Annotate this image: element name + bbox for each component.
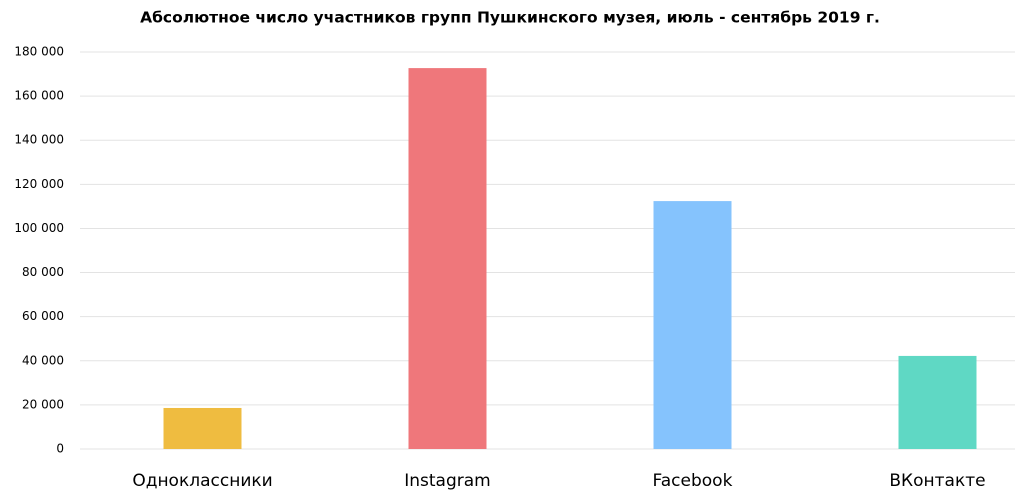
x-tick-label: ВКонтакте	[889, 471, 985, 491]
bar	[898, 355, 977, 449]
y-tick-label: 20 000	[22, 397, 64, 411]
y-tick-label: 40 000	[22, 353, 64, 367]
bar	[653, 201, 732, 449]
x-tick-label: Facebook	[653, 471, 733, 491]
y-tick-label: 160 000	[14, 89, 64, 103]
bar	[408, 68, 487, 449]
y-tick-label: 120 000	[14, 177, 64, 191]
y-tick-label: 180 000	[14, 45, 64, 59]
x-tick-label: Одноклассники	[132, 471, 272, 491]
chart-title: Абсолютное число участников групп Пушкин…	[140, 9, 880, 27]
y-tick-label: 100 000	[14, 221, 64, 235]
y-tick-label: 60 000	[22, 309, 64, 323]
bar	[163, 407, 242, 449]
y-tick-label: 80 000	[22, 265, 64, 279]
y-tick-label: 0	[56, 442, 64, 456]
x-tick-label: Instagram	[404, 471, 491, 491]
y-tick-label: 140 000	[14, 133, 64, 147]
